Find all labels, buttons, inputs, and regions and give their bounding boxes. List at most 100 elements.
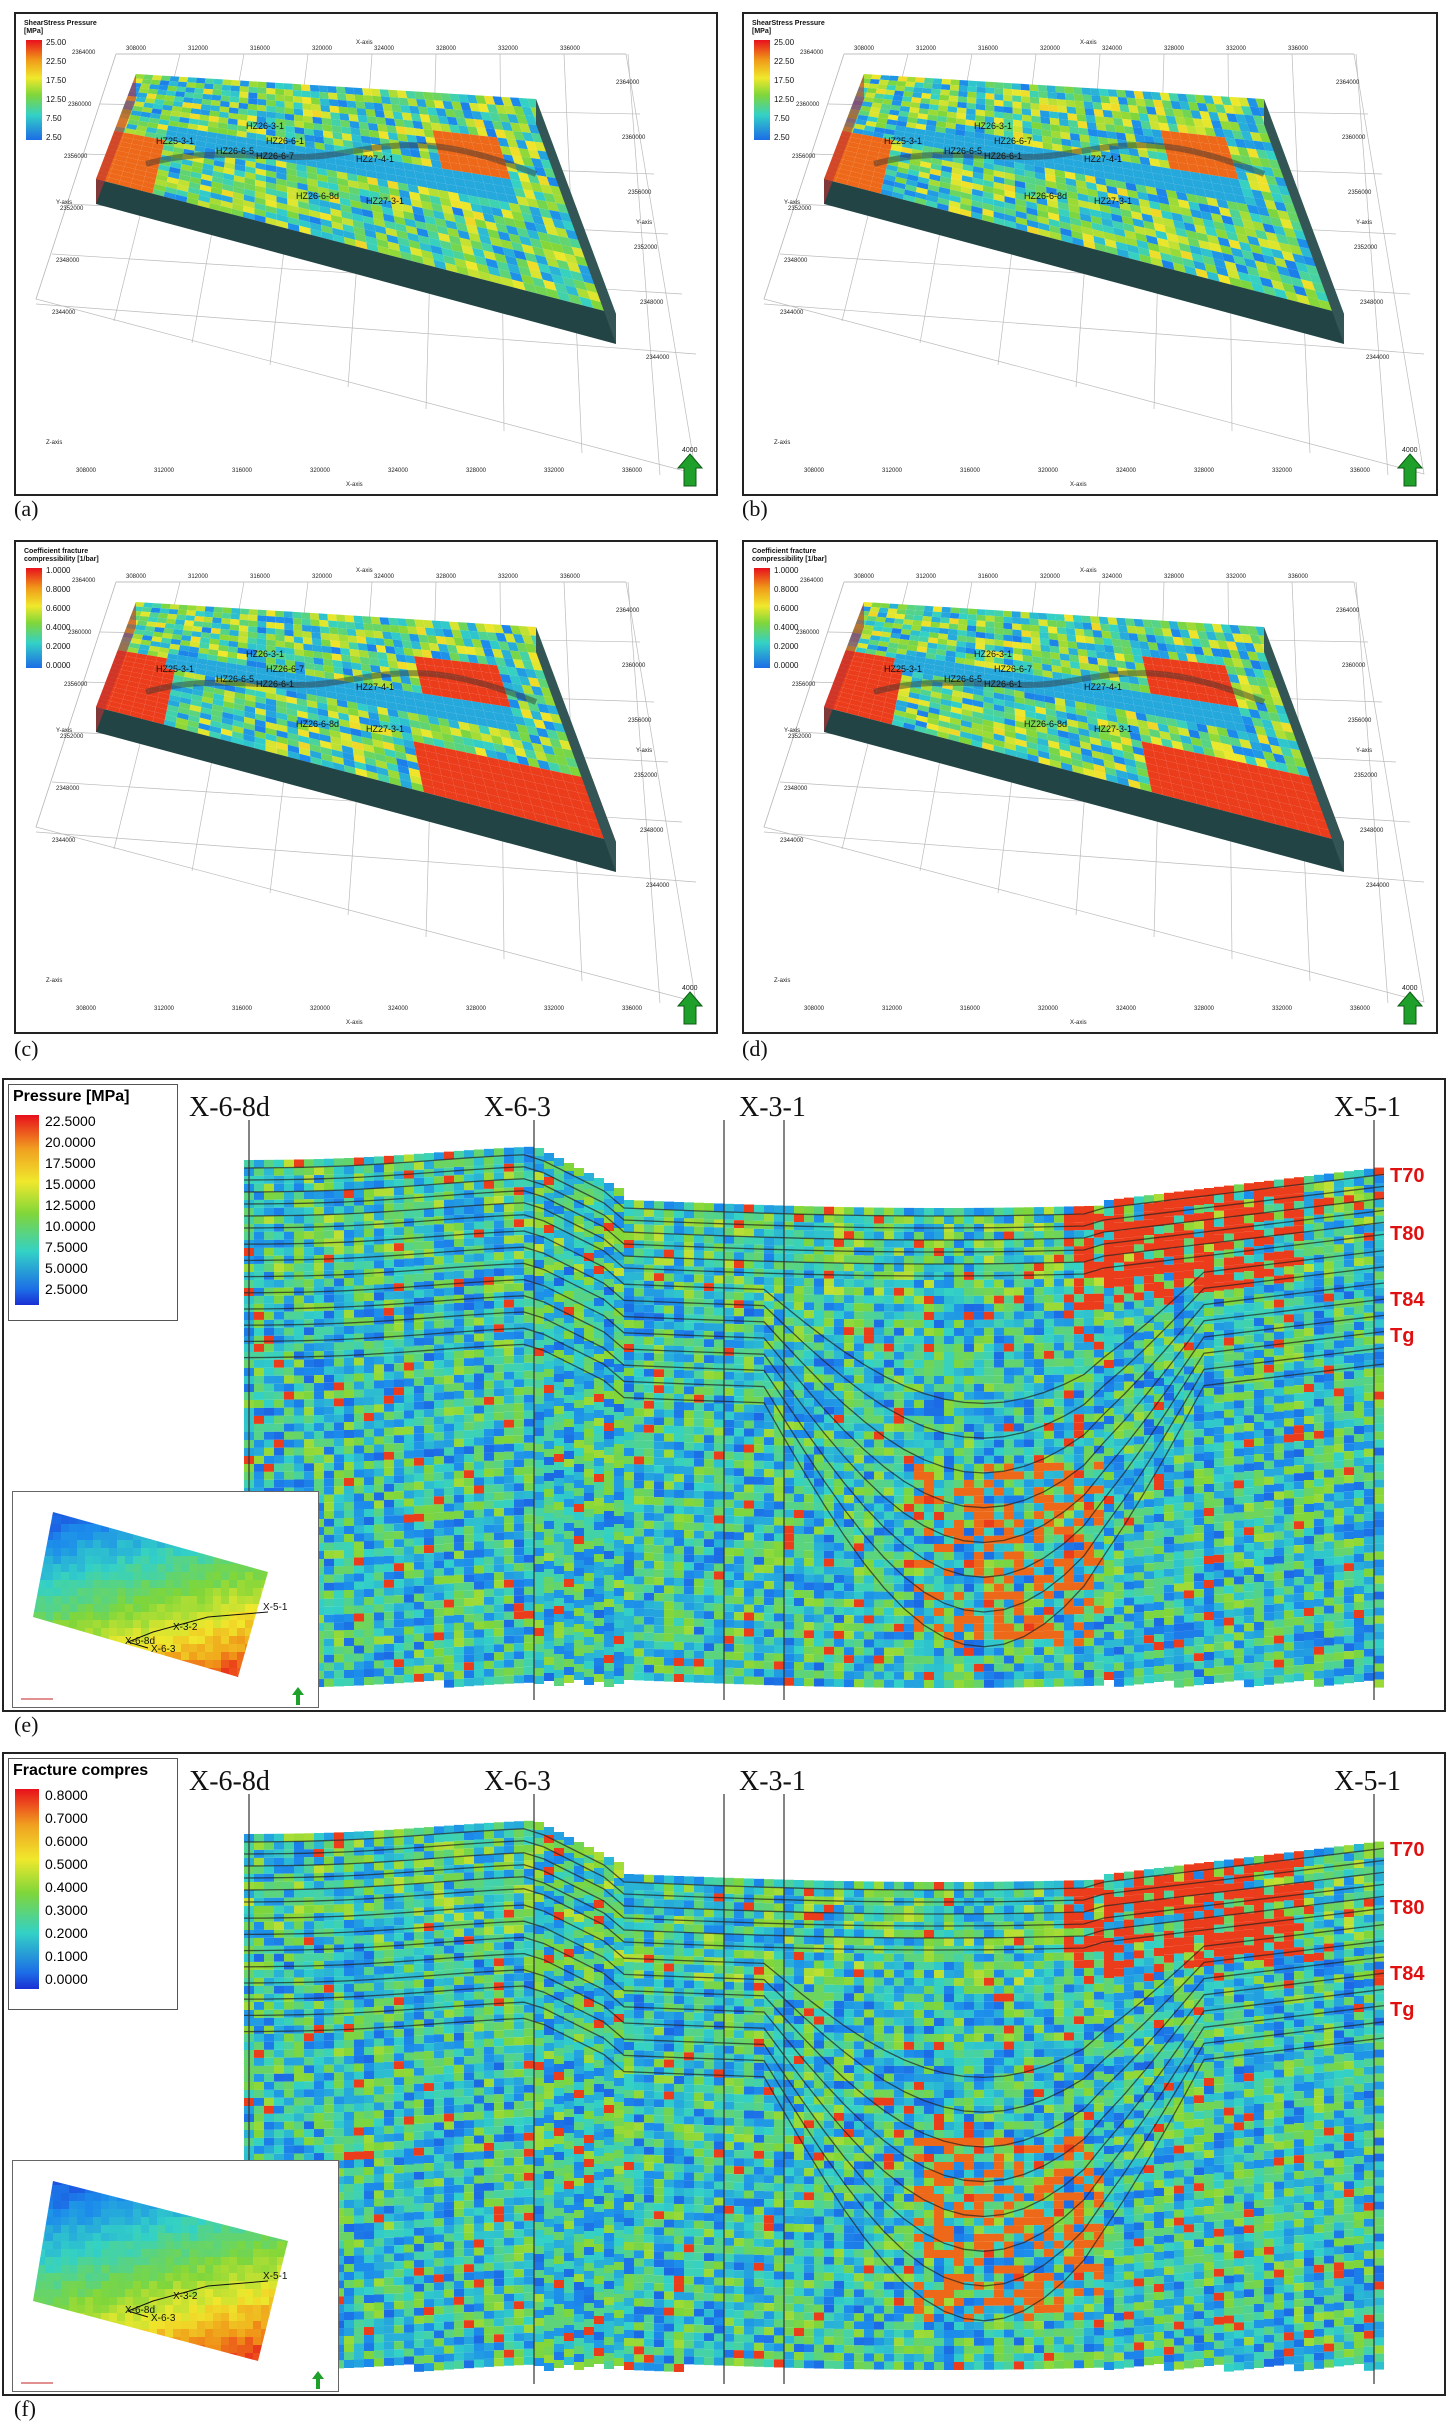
x-tick-bottom: 308000 [804, 1006, 825, 1012]
x-tick-bottom: 336000 [622, 468, 643, 474]
legend-tick: 0.6000 [45, 1833, 88, 1849]
well-name: X-3-1 [739, 1766, 806, 1797]
y-axis-title-left: Y-axis [784, 728, 800, 734]
horizon-label: T80 [1390, 1897, 1424, 1919]
x-tick-bottom: 336000 [622, 1006, 643, 1012]
map-well-label: X-6-8d [125, 1636, 155, 1647]
color-legend: Pressure [MPa] 22.5000 20.0000 17.5000 15.00… [8, 1084, 178, 1321]
section-e: X-6-8d X-6-3 X-3-1 X-5-1 T70 T80 T84 Tg Pressure… [2, 1078, 1446, 1712]
map-well-label: X-5-1 [263, 2271, 288, 2282]
x-tick-bottom: 312000 [882, 468, 903, 474]
map-well-label: X-3-2 [173, 1622, 198, 1633]
legend-tick: 5.0000 [45, 1260, 88, 1276]
x-axis-title-top: X-axis [1080, 40, 1097, 46]
x-tick-top: 332000 [498, 46, 519, 52]
legend-tick: 22.5000 [45, 1113, 96, 1129]
x-tick-top: 336000 [560, 46, 581, 52]
y-tick-left: 2344000 [52, 838, 76, 844]
color-legend: Coefficient fracture compressibility [1/… [24, 548, 116, 670]
y-tick-right: 2356000 [628, 190, 652, 196]
y-tick-left: 2344000 [780, 838, 804, 844]
legend-tick: 2.5000 [45, 1281, 88, 1297]
legend-title: Pressure [MPa] [9, 1085, 177, 1109]
legend-tick: 2.50 [774, 133, 790, 142]
legend-tick: 0.2000 [774, 642, 798, 651]
legend-tick: 7.5000 [45, 1239, 88, 1255]
x-tick-bottom: 328000 [466, 468, 487, 474]
well-label: HZ26-6-5 [216, 146, 254, 156]
x-tick-top: 328000 [1164, 574, 1185, 580]
well-name: X-6-8d [189, 1092, 270, 1123]
x-tick-bottom: 312000 [154, 1006, 175, 1012]
block-diagram: HZ26-3-1 HZ26-6-7 HZ26-6-5 HZ26-6-1 HZ27-4-1… [763, 568, 1425, 1026]
y-tick-right: 2348000 [1360, 300, 1384, 306]
well-label: HZ27-4-1 [1084, 682, 1122, 692]
x-tick-top: 324000 [374, 574, 395, 580]
x-tick-top: 336000 [1288, 574, 1309, 580]
x-tick-top: 316000 [978, 46, 999, 52]
y-tick-left: 2352000 [60, 734, 84, 740]
legend-tick: 17.50 [774, 76, 794, 85]
legend-tick: 0.4000 [774, 623, 798, 632]
z-axis-title: Z-axis [774, 440, 790, 446]
x-tick-bottom: 320000 [310, 468, 331, 474]
location-map-inset: X-5-1 X-3-2 X-6-8d X-6-3 [12, 1491, 319, 1708]
well-label: HZ25-3-1 [156, 136, 194, 146]
legend-tick: 0.7000 [45, 1810, 88, 1826]
x-tick-bottom: 316000 [232, 468, 253, 474]
legend-tick: 0.0000 [45, 1971, 88, 1987]
legend-tick: 0.2000 [46, 642, 70, 651]
legend-colorbar [26, 568, 42, 668]
x-tick-top: 324000 [1102, 46, 1123, 52]
well-name: X-3-1 [739, 1092, 806, 1123]
legend-tick: 0.8000 [774, 585, 798, 594]
y-tick-right: 2352000 [1354, 773, 1378, 779]
north-arrow-icon [312, 2371, 324, 2389]
north-arrow-icon [1396, 453, 1424, 487]
x-tick-bottom: 332000 [544, 468, 565, 474]
x-tick-bottom: 324000 [388, 468, 409, 474]
x-axis-title-bottom: X-axis [346, 482, 363, 488]
north-arrow-icon [292, 1687, 304, 1705]
x-axis-title-bottom: X-axis [1070, 1020, 1087, 1026]
x-axis-title-top: X-axis [1080, 568, 1097, 574]
x-tick-bottom: 328000 [466, 1006, 487, 1012]
y-tick-left: 2356000 [792, 154, 816, 160]
legend-tick: 25.00 [46, 38, 66, 47]
arrow-label: 4000 [682, 985, 698, 992]
y-tick-left: 2360000 [796, 630, 820, 636]
x-tick-bottom: 324000 [1116, 468, 1137, 474]
x-tick-bottom: 316000 [232, 1006, 253, 1012]
z-axis-title: Z-axis [46, 440, 62, 446]
well-label: HZ26-6-8d [296, 719, 339, 729]
well-label: HZ26-6-8d [1024, 719, 1067, 729]
well-label: HZ27-3-1 [1094, 196, 1132, 206]
y-tick-right: 2364000 [616, 608, 640, 614]
color-legend: Coefficient fracture compressibility [1/… [752, 548, 844, 670]
x-tick-top: 312000 [916, 574, 937, 580]
x-tick-bottom: 320000 [1038, 468, 1059, 474]
legend-tick: 0.4000 [46, 623, 70, 632]
legend-tick: 1.0000 [774, 566, 798, 575]
x-tick-bottom: 332000 [1272, 1006, 1293, 1012]
y-tick-left: 2352000 [788, 206, 812, 212]
map-well-label: X-5-1 [263, 1602, 288, 1613]
horizon-label: T84 [1390, 1289, 1425, 1311]
legend-title: ShearStress Pressure [MPa] [24, 20, 116, 36]
y-tick-right: 2344000 [1366, 883, 1390, 889]
panel-3d-b: ShearStress Pressure [MPa] 25.00 22.50 17.5… [742, 12, 1438, 496]
well-label: HZ26-6-1 [256, 679, 294, 689]
x-axis-title-top: X-axis [356, 40, 373, 46]
well-label: HZ27-4-1 [1084, 154, 1122, 164]
well-label: HZ26-6-5 [944, 146, 982, 156]
caption-c: (c) [14, 1036, 38, 1062]
legend-tick: 0.5000 [45, 1856, 88, 1872]
x-tick-top: 308000 [854, 574, 875, 580]
legend-colorbar [15, 1115, 39, 1305]
well-label: HZ27-3-1 [366, 196, 404, 206]
legend-tick: 12.50 [46, 95, 66, 104]
legend-tick: 0.2000 [45, 1925, 88, 1941]
y-tick-right: 2352000 [634, 773, 658, 779]
block-diagram: HZ26-3-1 HZ26-6-7 HZ26-6-5 HZ26-6-1 HZ27-4-1… [763, 40, 1425, 488]
legend-tick: 12.50 [774, 95, 794, 104]
